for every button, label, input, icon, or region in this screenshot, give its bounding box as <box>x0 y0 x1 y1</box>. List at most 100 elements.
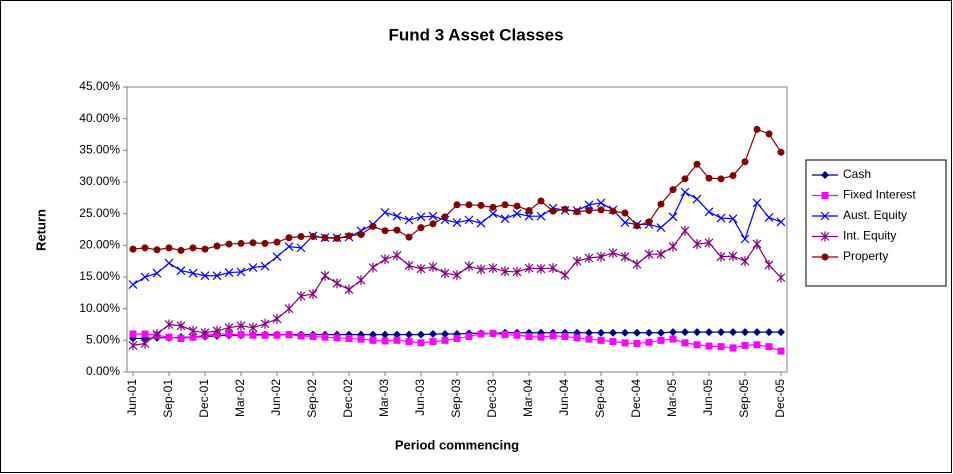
data-point <box>536 211 546 221</box>
data-point <box>692 194 702 204</box>
data-point <box>693 341 701 349</box>
data-point <box>260 261 270 271</box>
y-tick-label: 5.00% <box>86 333 120 347</box>
data-point <box>453 201 461 209</box>
data-point <box>741 328 749 337</box>
data-point <box>524 263 534 274</box>
legend-label: Fixed Interest <box>843 188 916 202</box>
data-point <box>320 270 330 281</box>
x-tick-label: Dec-04 <box>629 379 643 418</box>
data-point <box>297 232 305 240</box>
data-point <box>500 214 510 224</box>
data-point <box>693 328 701 337</box>
data-point <box>609 338 617 346</box>
data-point <box>633 222 641 230</box>
data-point <box>524 211 534 221</box>
data-point <box>717 343 725 351</box>
data-point <box>777 328 785 337</box>
data-point <box>597 336 605 344</box>
data-point <box>584 253 594 263</box>
data-point <box>429 220 437 228</box>
legend-marker <box>820 211 830 221</box>
data-point <box>753 125 761 133</box>
data-point <box>381 330 389 339</box>
data-point <box>549 332 557 340</box>
legend <box>805 159 947 287</box>
data-point <box>189 333 197 341</box>
data-point <box>513 331 521 339</box>
data-point <box>393 336 401 344</box>
data-point <box>645 218 653 226</box>
data-point <box>224 268 234 277</box>
data-point <box>404 260 414 271</box>
data-point <box>296 243 306 253</box>
data-point <box>380 207 390 217</box>
data-point <box>525 207 533 214</box>
data-point <box>740 234 750 244</box>
x-tick-label: Dec-02 <box>341 379 355 418</box>
x-tick-label: Jun-02 <box>269 379 283 416</box>
data-point <box>489 203 497 211</box>
x-tick-label: Sep-01 <box>161 379 175 418</box>
legend-marker <box>821 171 829 179</box>
data-point <box>585 335 593 343</box>
data-point <box>441 336 449 344</box>
data-point <box>249 239 257 247</box>
legend-label: Int. Equity <box>843 229 896 243</box>
data-point <box>248 263 258 272</box>
data-point <box>357 335 365 343</box>
data-point <box>777 148 785 156</box>
data-point <box>261 239 269 247</box>
data-point <box>717 328 725 337</box>
data-point <box>656 249 666 260</box>
data-point <box>441 330 449 338</box>
data-point <box>333 334 341 342</box>
data-point <box>680 187 690 197</box>
data-point <box>129 330 137 338</box>
data-point <box>753 341 761 349</box>
data-point <box>680 225 690 236</box>
data-point <box>380 254 390 265</box>
data-point <box>549 207 557 215</box>
data-point <box>729 344 737 352</box>
data-point <box>441 213 449 221</box>
data-point <box>489 329 497 337</box>
data-point <box>296 291 306 301</box>
data-point <box>465 333 473 341</box>
data-point <box>585 207 593 214</box>
y-tick-label: 15.00% <box>79 269 120 283</box>
data-point <box>284 303 294 314</box>
data-point <box>477 201 485 209</box>
data-point <box>188 268 198 278</box>
x-tick-label: Sep-03 <box>449 379 463 418</box>
legend-label: Cash <box>843 167 871 181</box>
data-point <box>285 234 293 242</box>
data-point <box>308 289 318 300</box>
data-point <box>164 258 174 268</box>
data-point <box>609 328 617 337</box>
y-tick-label: 45.00% <box>79 79 120 93</box>
data-point <box>176 266 186 276</box>
y-tick-label: 0.00% <box>86 364 120 378</box>
data-point <box>716 213 726 223</box>
data-point <box>369 222 377 230</box>
data-point <box>452 218 462 227</box>
data-point <box>609 207 617 215</box>
data-point <box>596 198 606 208</box>
data-point <box>752 198 762 208</box>
y-tick-label: 10.00% <box>79 301 120 315</box>
data-point <box>668 212 678 222</box>
data-point <box>633 328 641 337</box>
data-point <box>645 328 653 337</box>
x-tick-label: Jun-04 <box>557 379 571 416</box>
data-point <box>416 263 426 274</box>
data-point <box>644 249 654 260</box>
data-point <box>681 175 689 183</box>
data-point <box>656 223 666 233</box>
data-point <box>272 252 282 262</box>
data-point <box>717 175 725 183</box>
data-point <box>693 160 701 168</box>
data-point <box>608 247 618 258</box>
data-point <box>393 330 401 339</box>
